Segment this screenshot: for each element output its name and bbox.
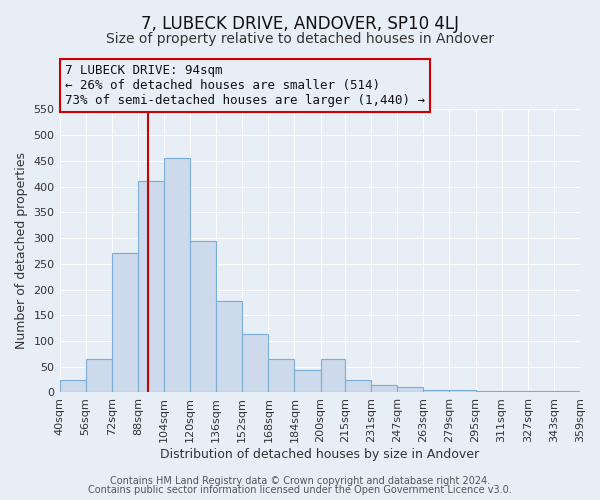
Y-axis label: Number of detached properties: Number of detached properties bbox=[15, 152, 28, 350]
Bar bbox=[59, 380, 86, 392]
Text: Size of property relative to detached houses in Andover: Size of property relative to detached ho… bbox=[106, 32, 494, 46]
Bar bbox=[242, 334, 268, 392]
Bar bbox=[502, 391, 528, 392]
Bar bbox=[345, 380, 371, 392]
Text: Contains public sector information licensed under the Open Government Licence v3: Contains public sector information licen… bbox=[88, 485, 512, 495]
Bar bbox=[397, 388, 424, 392]
Bar bbox=[190, 240, 216, 392]
Bar bbox=[371, 384, 397, 392]
Text: 7, LUBECK DRIVE, ANDOVER, SP10 4LJ: 7, LUBECK DRIVE, ANDOVER, SP10 4LJ bbox=[141, 15, 459, 33]
Bar bbox=[112, 254, 138, 392]
Text: Contains HM Land Registry data © Crown copyright and database right 2024.: Contains HM Land Registry data © Crown c… bbox=[110, 476, 490, 486]
X-axis label: Distribution of detached houses by size in Andover: Distribution of detached houses by size … bbox=[160, 448, 479, 461]
Bar bbox=[476, 391, 502, 392]
Bar bbox=[86, 359, 112, 392]
Bar bbox=[320, 359, 345, 392]
Bar bbox=[528, 391, 554, 392]
Bar bbox=[268, 359, 295, 392]
Bar bbox=[138, 182, 164, 392]
Bar bbox=[164, 158, 190, 392]
Bar bbox=[424, 390, 449, 392]
Bar bbox=[449, 390, 476, 392]
Text: 7 LUBECK DRIVE: 94sqm
← 26% of detached houses are smaller (514)
73% of semi-det: 7 LUBECK DRIVE: 94sqm ← 26% of detached … bbox=[65, 64, 425, 106]
Bar bbox=[295, 370, 320, 392]
Bar bbox=[216, 301, 242, 392]
